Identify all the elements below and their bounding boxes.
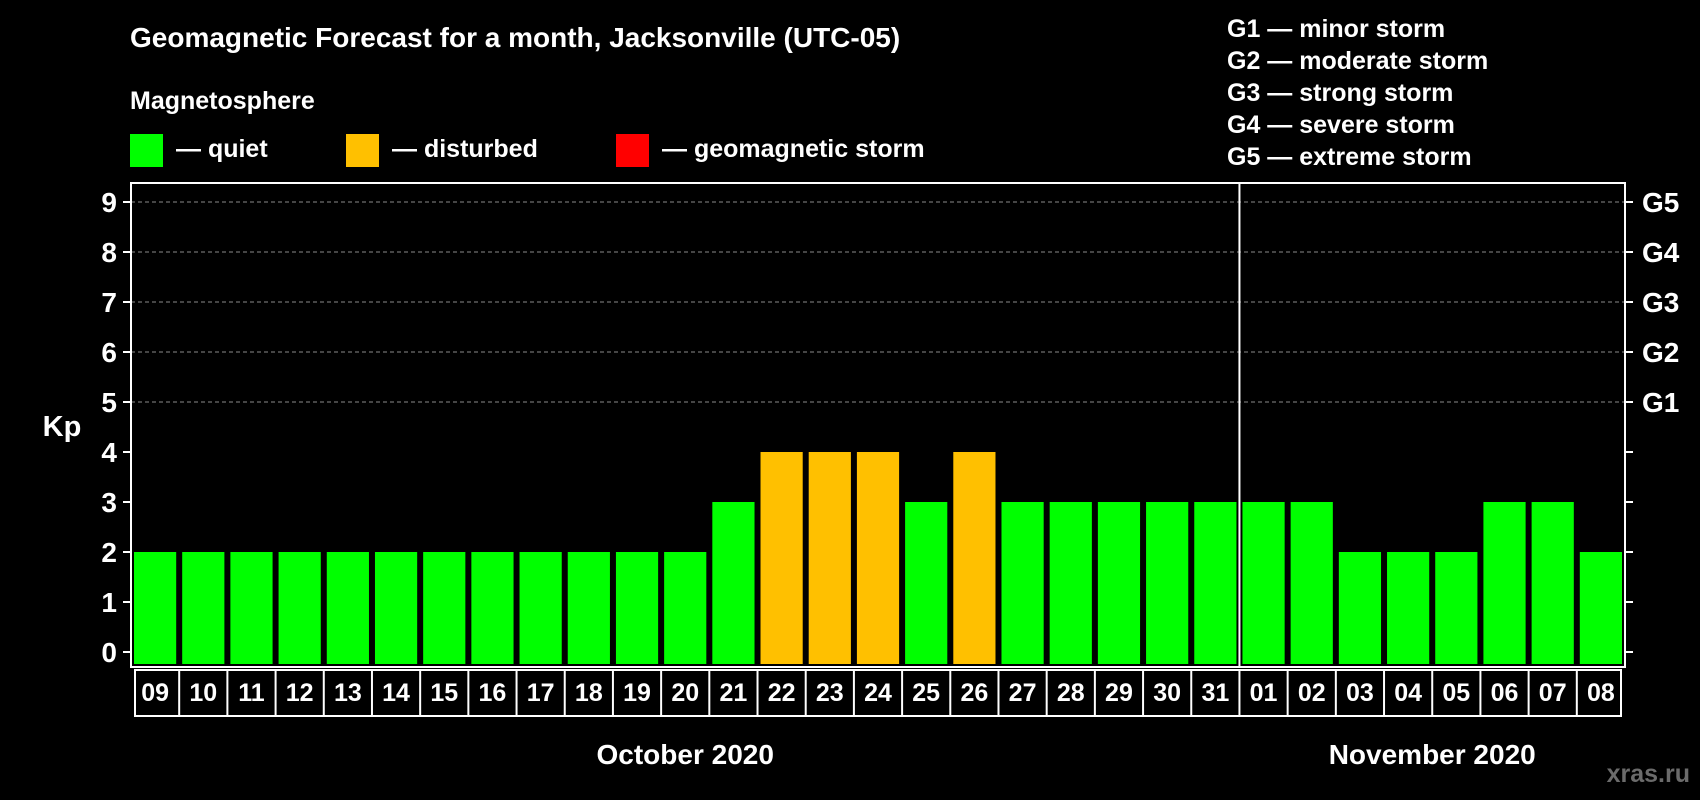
legend-swatch-quiet <box>130 134 163 167</box>
date-label-21: 21 <box>720 679 748 707</box>
right-axis-label-g1: G1 <box>1642 387 1679 418</box>
legend-label-storm: — geomagnetic storm <box>662 135 925 163</box>
date-label-26: 26 <box>960 679 988 707</box>
date-label-05: 05 <box>1442 679 1470 707</box>
bar-19 <box>615 552 659 664</box>
right-axis-label-g4: G4 <box>1642 237 1680 268</box>
storm-scale-g2: G2 — moderate storm <box>1227 47 1488 75</box>
bar-15 <box>423 552 466 664</box>
bar-06 <box>1483 502 1526 664</box>
bar-25 <box>905 502 948 664</box>
bar-12 <box>278 552 321 664</box>
bar-23 <box>808 452 851 664</box>
date-label-24: 24 <box>864 679 892 707</box>
date-label-11: 11 <box>238 679 265 707</box>
plot-frame <box>130 182 1626 668</box>
y-tick-label-3: 3 <box>101 487 117 518</box>
bar-30 <box>1146 502 1189 664</box>
bar-16 <box>471 552 514 664</box>
date-row-frame <box>134 669 1622 717</box>
date-label-15: 15 <box>430 679 458 707</box>
bar-08 <box>1579 552 1622 664</box>
bar-13 <box>326 552 369 664</box>
bar-21 <box>712 502 755 664</box>
bar-22 <box>760 452 803 664</box>
bar-09 <box>134 552 177 664</box>
storm-scale-g3: G3 — strong storm <box>1227 79 1453 107</box>
bar-29 <box>1097 502 1141 664</box>
month-label-1: October 2020 <box>597 739 774 770</box>
date-label-17: 17 <box>527 679 555 707</box>
date-label-09: 09 <box>141 679 169 707</box>
date-label-22: 22 <box>768 679 796 707</box>
date-label-13: 13 <box>334 679 362 707</box>
date-label-20: 20 <box>671 679 699 707</box>
y-tick-label-9: 9 <box>101 187 117 218</box>
bar-05 <box>1435 552 1478 664</box>
y-tick-label-0: 0 <box>101 637 117 668</box>
bar-20 <box>664 552 707 664</box>
legend-label-disturbed: — disturbed <box>392 135 538 163</box>
bar-24 <box>856 452 900 664</box>
y-tick-label-8: 8 <box>101 237 117 268</box>
bar-28 <box>1049 502 1092 664</box>
date-label-29: 29 <box>1105 679 1133 707</box>
month-label-2: November 2020 <box>1329 739 1536 770</box>
date-label-30: 30 <box>1153 679 1181 707</box>
date-label-12: 12 <box>286 679 314 707</box>
right-axis-label-g3: G3 <box>1642 287 1679 318</box>
bar-02 <box>1290 502 1333 664</box>
bar-03 <box>1338 552 1382 664</box>
date-label-07: 07 <box>1539 679 1567 707</box>
date-label-01: 01 <box>1250 679 1278 707</box>
date-label-04: 04 <box>1394 679 1422 707</box>
legend-heading: Magnetosphere <box>130 87 315 115</box>
date-label-06: 06 <box>1491 679 1519 707</box>
watermark: xras.ru <box>1607 760 1690 788</box>
bar-18 <box>567 552 610 664</box>
date-label-08: 08 <box>1587 679 1615 707</box>
legend-label-quiet: — quiet <box>176 135 268 163</box>
storm-scale-g1: G1 — minor storm <box>1227 15 1445 43</box>
bar-31 <box>1194 502 1237 664</box>
bar-01 <box>1242 502 1285 664</box>
date-label-19: 19 <box>623 679 651 707</box>
date-label-18: 18 <box>575 679 603 707</box>
y-tick-label-4: 4 <box>101 437 117 468</box>
right-axis-label-g2: G2 <box>1642 337 1679 368</box>
date-label-10: 10 <box>189 679 217 707</box>
chart-title: Geomagnetic Forecast for a month, Jackso… <box>130 22 900 53</box>
date-label-23: 23 <box>816 679 844 707</box>
bar-27 <box>1001 502 1044 664</box>
storm-scale-g4: G4 — severe storm <box>1227 111 1455 139</box>
y-tick-label-6: 6 <box>101 337 117 368</box>
y-tick-label-1: 1 <box>101 587 117 618</box>
y-tick-label-7: 7 <box>101 287 117 318</box>
legend-swatch-disturbed <box>346 134 379 167</box>
date-label-31: 31 <box>1201 679 1229 707</box>
bar-17 <box>519 552 562 664</box>
date-label-27: 27 <box>1009 679 1037 707</box>
bar-10 <box>182 552 225 664</box>
date-label-02: 02 <box>1298 679 1326 707</box>
y-tick-label-5: 5 <box>101 387 117 418</box>
bar-26 <box>953 452 996 664</box>
date-label-28: 28 <box>1057 679 1085 707</box>
y-axis-label: Kp <box>43 411 82 443</box>
date-label-03: 03 <box>1346 679 1374 707</box>
right-axis-label-g5: G5 <box>1642 187 1679 218</box>
date-label-16: 16 <box>479 679 507 707</box>
storm-scale-g5: G5 — extreme storm <box>1227 143 1472 171</box>
date-label-25: 25 <box>912 679 940 707</box>
date-label-14: 14 <box>382 679 410 707</box>
bar-07 <box>1531 502 1574 664</box>
legend-swatch-storm <box>616 134 649 167</box>
bar-14 <box>374 552 418 664</box>
bar-04 <box>1387 552 1430 664</box>
bar-11 <box>230 552 273 664</box>
y-tick-label-2: 2 <box>101 537 117 568</box>
